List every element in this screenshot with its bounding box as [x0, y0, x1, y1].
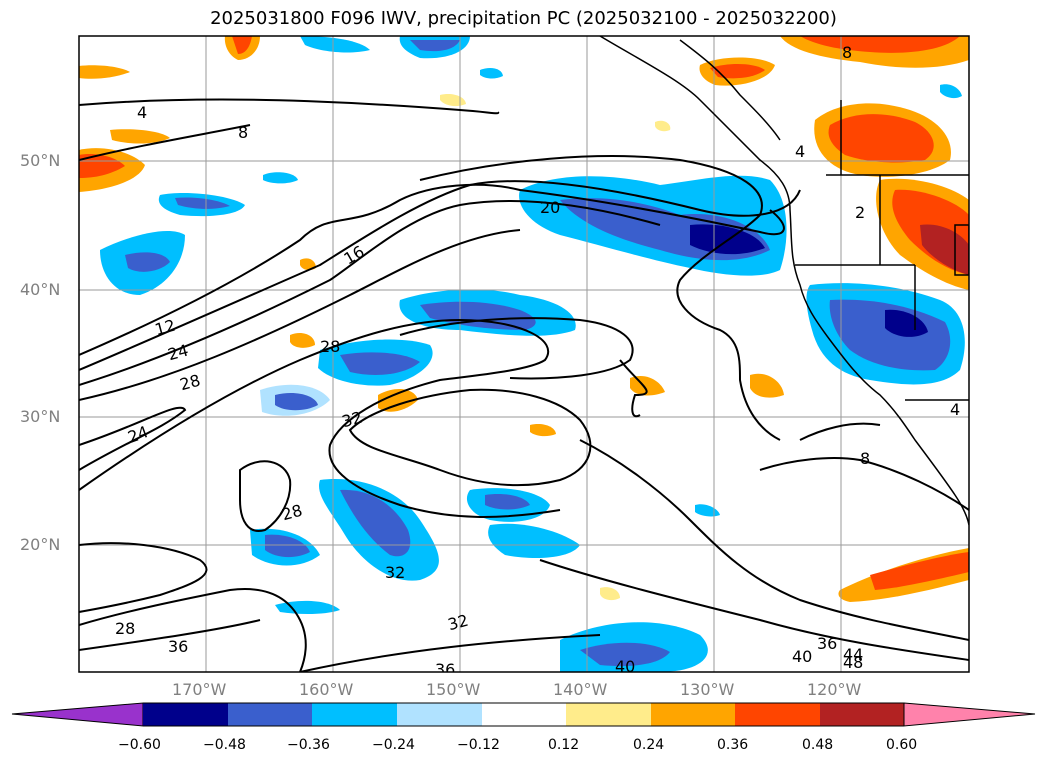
- contour-label: 28: [280, 501, 305, 525]
- colorbar-segment: [566, 703, 651, 726]
- colorbar-tick: 0.48: [802, 737, 834, 753]
- colorbar-tick: −0.36: [287, 737, 330, 753]
- contour-label: 28: [320, 337, 340, 356]
- contour-label: 2: [855, 203, 865, 222]
- coastline: [599, 36, 969, 526]
- colorbar-tick: −0.48: [203, 737, 246, 753]
- lon-label: 170°W: [172, 680, 227, 699]
- colorbar: [11, 702, 1036, 727]
- colorbar-tick: −0.12: [457, 737, 500, 753]
- contour-label: 24: [166, 341, 191, 365]
- contour-label: 44: [843, 645, 863, 664]
- lon-label: 160°W: [299, 680, 354, 699]
- lat-label: 30°N: [20, 407, 61, 426]
- colorbar-tick: −0.60: [118, 737, 161, 753]
- lon-label: 150°W: [426, 680, 481, 699]
- colorbar-segment: [651, 703, 735, 726]
- contour-label: 4: [137, 103, 147, 122]
- map-title: 2025031800 F096 IWV, precipitation PC (2…: [210, 8, 837, 29]
- iwv-contours: [79, 98, 969, 672]
- colorbar-tick: 0.24: [633, 737, 665, 753]
- colorbar-segment: [903, 702, 1036, 727]
- contour-label: 36: [435, 660, 455, 679]
- contour-label: 8: [842, 43, 852, 62]
- lon-label: 130°W: [680, 680, 735, 699]
- colorbar-segment: [228, 703, 312, 726]
- contour-label: 28: [115, 619, 135, 638]
- lat-label: 20°N: [20, 535, 61, 554]
- contour-label: 36: [168, 637, 188, 656]
- colorbar-segment: [312, 703, 397, 726]
- map-area: 4 8 16 20 12 24 28 28 24 32 28 32 32 28 …: [79, 36, 969, 679]
- precip-fill-positive: [79, 36, 969, 602]
- lat-label: 40°N: [20, 280, 61, 299]
- contour-label: 28: [178, 371, 203, 395]
- map-frame: [78, 35, 970, 673]
- colorbar-tick: 0.36: [717, 737, 749, 753]
- contour-label: 8: [860, 449, 870, 468]
- contour-label: 12: [153, 316, 178, 340]
- colorbar-segment: [820, 703, 904, 726]
- contour-label: 32: [340, 408, 365, 432]
- colorbar-segment: [11, 702, 144, 727]
- contour-label: 48: [843, 653, 863, 672]
- lon-label: 120°W: [807, 680, 862, 699]
- colorbar-tick: −0.24: [372, 737, 415, 753]
- colorbar-segment: [482, 703, 566, 726]
- contour-label: 20: [540, 198, 560, 217]
- colorbar-segment: [143, 703, 228, 726]
- contour-label: 40: [615, 657, 635, 676]
- colorbar-tick: 0.12: [548, 737, 580, 753]
- contour-label: 36: [817, 634, 837, 653]
- lon-label: 140°W: [553, 680, 608, 699]
- colorbar-tick: 0.60: [886, 737, 918, 753]
- contour-label: 4: [950, 400, 960, 419]
- contour-label: 32: [446, 611, 471, 635]
- colorbar-segment: [735, 703, 820, 726]
- contour-label: 32: [385, 563, 405, 582]
- contour-label: 40: [792, 647, 812, 666]
- contour-label: 4: [795, 142, 805, 161]
- colorbar-segment: [397, 703, 482, 726]
- precip-fill-negative: [100, 36, 965, 672]
- lat-label: 50°N: [20, 151, 61, 170]
- contour-label: 8: [238, 123, 248, 142]
- graticule: [79, 36, 969, 672]
